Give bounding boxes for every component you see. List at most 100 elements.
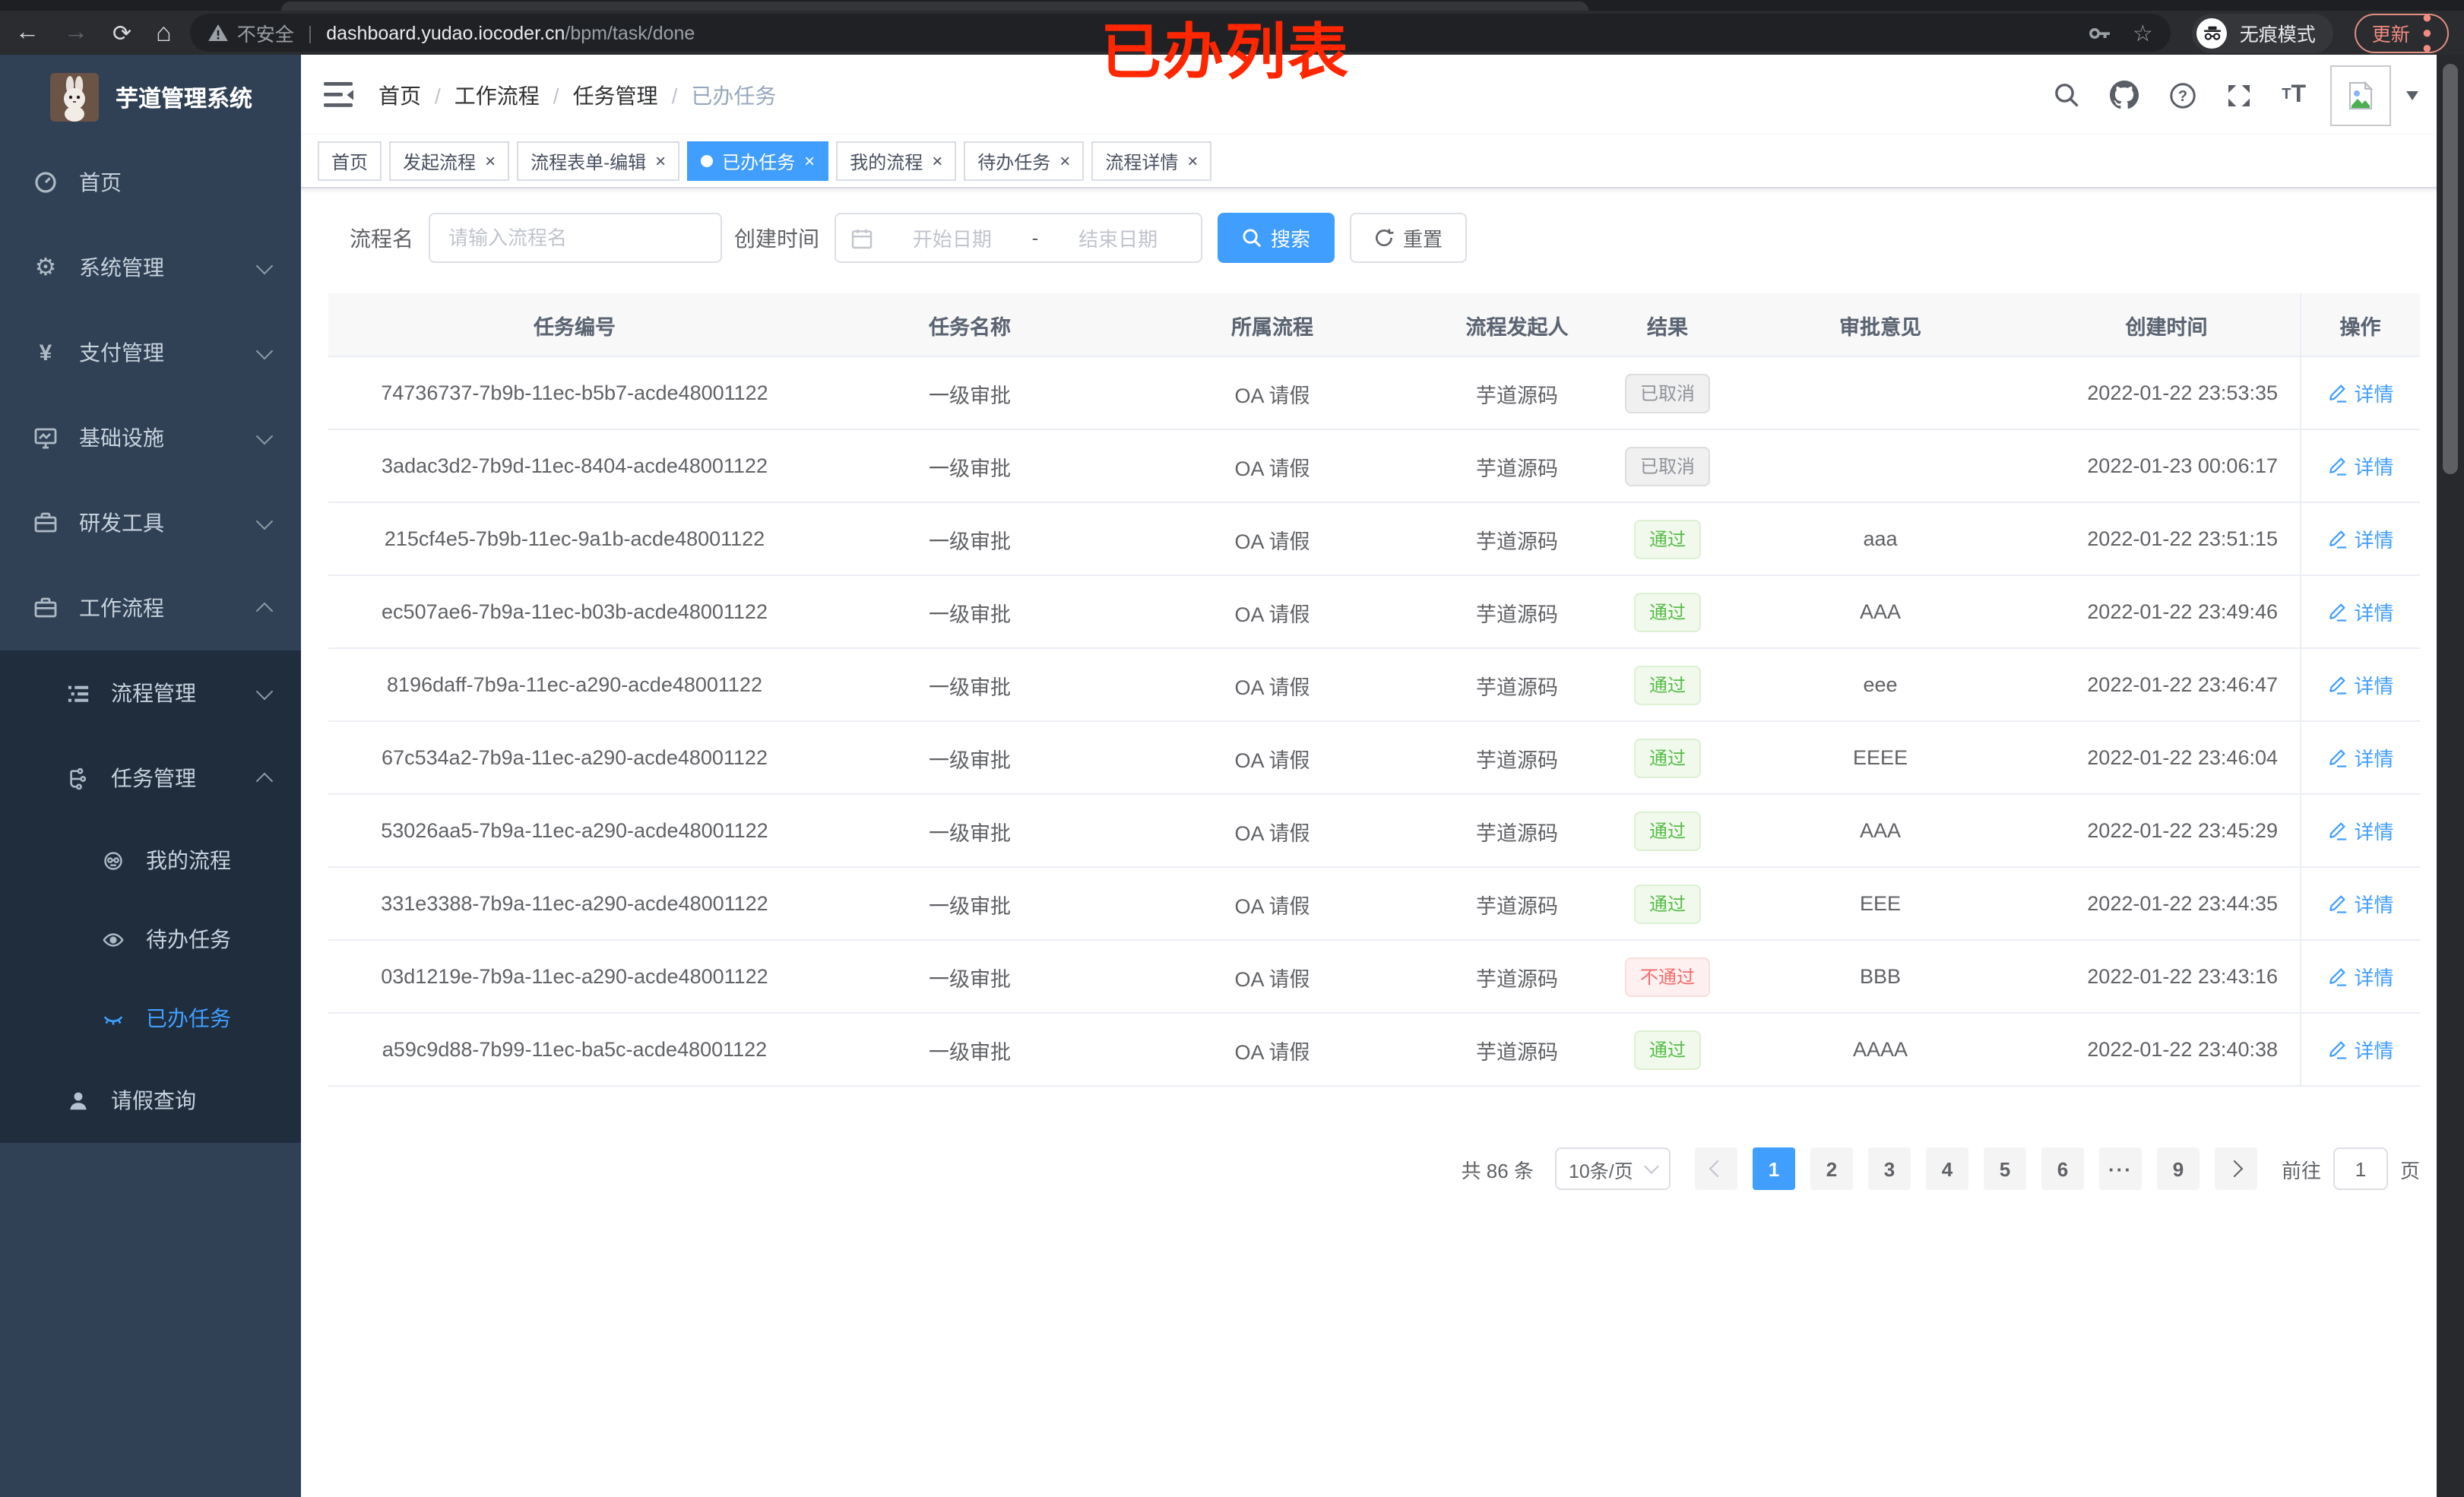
help-icon[interactable]: ? [2169,81,2196,109]
prev-page-button[interactable] [1694,1147,1737,1190]
breadcrumb-item[interactable]: 任务管理 [572,83,658,107]
page-ellipsis[interactable]: ··· [2098,1147,2142,1190]
page-button-3[interactable]: 3 [1867,1147,1911,1190]
avatar-caret-icon[interactable] [2406,90,2418,100]
page-button-4[interactable]: 4 [1925,1147,1968,1190]
column-header: 创建时间 [2034,293,2300,357]
detail-link[interactable]: 详情 [2326,451,2394,480]
detail-link[interactable]: 详情 [2326,962,2394,991]
reset-button-label: 重置 [1403,228,1443,251]
breadcrumb: 首页 / 工作流程 / 任务管理 / 已办任务 [378,80,776,110]
fullscreen-icon[interactable] [2227,83,2251,107]
edit-pencil-icon [2329,968,2346,986]
url-bar[interactable]: 不安全 | dashboard.yudao.iocoder.cn/bpm/tas… [189,14,2171,52]
avatar[interactable] [2330,65,2391,125]
detail-link[interactable]: 详情 [2326,524,2394,553]
tab-close-icon[interactable]: × [655,150,667,172]
page-button-5[interactable]: 5 [1983,1147,2026,1190]
breadcrumb-item[interactable]: 工作流程 [454,83,540,107]
comment-cell [1727,429,2034,503]
search-icon[interactable] [2054,82,2079,108]
tab-我的流程[interactable]: 我的流程 × [836,141,957,181]
reload-icon[interactable]: ⟳ [112,21,132,46]
tab-首页[interactable]: 首页 [318,141,382,181]
browser-active-tab[interactable] [281,2,1588,11]
forward-icon[interactable]: → [64,19,88,45]
tab-流程详情[interactable]: 流程详情 × [1091,141,1212,181]
action-cell: 详情 [2299,940,2420,1014]
tab-待办任务[interactable]: 待办任务 × [964,141,1085,181]
page-button-1[interactable]: 1 [1752,1147,1795,1190]
page-button-9[interactable]: 9 [2156,1147,2200,1190]
detail-link[interactable]: 详情 [2326,670,2394,699]
update-button[interactable]: 更新 ● ● ● [2355,8,2449,57]
process-cell: OA 请假 [1119,940,1426,1014]
detail-link[interactable]: 详情 [2326,1035,2394,1064]
scrollbar-thumb[interactable] [2443,64,2458,474]
page-button-6[interactable]: 6 [2041,1147,2084,1190]
next-page-button[interactable] [2214,1147,2257,1190]
result-badge: 通过 [1633,665,1701,704]
chevron-down-icon [255,682,274,700]
sidebar-item-label: 任务管理 [111,766,196,790]
date-range-input[interactable]: 开始日期 - 结束日期 [835,213,1202,263]
edit-pencil-icon [2329,1041,2346,1059]
tab-close-icon[interactable]: × [932,150,943,172]
search-button[interactable]: 搜索 [1218,213,1335,263]
result-badge: 已取消 [1624,373,1710,413]
done-task-table: 任务编号 任务名称 所属流程 流程发起人 结果 审批意见 创建时间 操作 74736737-7… [328,293,2420,1087]
page-size-select[interactable]: 10条/页 [1554,1147,1671,1190]
tab-已办任务[interactable]: 已办任务 × [687,141,829,181]
sidebar-item-infra[interactable]: 基础设施 [0,395,301,480]
tab-close-icon[interactable]: × [804,150,816,172]
detail-link[interactable]: 详情 [2326,743,2394,772]
reset-button[interactable]: 重置 [1350,213,1468,263]
back-icon[interactable]: ← [15,19,40,45]
table-row: 8196daff-7b9a-11ec-a290-acde48001122 一级审批… [328,648,2420,722]
goto-page-input[interactable] [2333,1147,2388,1190]
sidebar-item-system[interactable]: ⚙ 系统管理 [0,225,301,310]
browser-menu-icon[interactable]: ● ● ● [2421,8,2432,57]
tab-流程表单-编辑[interactable]: 流程表单-编辑 × [517,141,680,181]
sidebar-item-payment[interactable]: ¥ 支付管理 [0,310,301,395]
sidebar-item-leave-query[interactable]: 请假查询 [0,1058,301,1143]
sidebar-item-devtools[interactable]: 研发工具 [0,480,301,565]
github-icon[interactable] [2110,81,2139,109]
home-icon[interactable]: ⌂ [156,17,172,46]
sidebar-item-label: 首页 [79,170,122,195]
tab-close-icon[interactable]: × [1059,150,1071,172]
created-cell: 2022-01-22 23:44:35 [2034,867,2300,941]
eye-closed-icon [97,1007,128,1030]
result-cell: 已取消 [1608,356,1727,430]
detail-link[interactable]: 详情 [2326,597,2394,626]
sidebar-collapse-icon[interactable] [324,82,354,108]
result-cell: 通过 [1608,575,1727,649]
tab-发起流程[interactable]: 发起流程 × [389,141,510,181]
process-name-input[interactable] [429,213,722,263]
chevron-down-icon [255,256,274,274]
sidebar-item-workflow[interactable]: 工作流程 [0,565,301,650]
sidebar-item-done-tasks[interactable]: 已办任务 [0,979,301,1058]
key-icon[interactable] [2087,21,2111,45]
page-button-2[interactable]: 2 [1810,1147,1853,1190]
browser-toolbar: ← → ⟳ ⌂ 不安全 | dashboard.yudao.iocoder.cn… [0,0,2464,57]
action-cell: 详情 [2299,1013,2420,1087]
tab-close-icon[interactable]: × [1187,150,1199,172]
sidebar-item-my-process[interactable]: 我的流程 [0,821,301,900]
sidebar-item-task-mgmt[interactable]: 任务管理 [0,736,301,821]
process-cell: OA 请假 [1119,429,1426,503]
bookmark-star-icon[interactable]: ☆ [2132,21,2153,46]
tab-close-icon[interactable]: × [485,150,496,172]
tab-label: 待办任务 [977,151,1051,172]
sidebar-item-home[interactable]: 首页 [0,140,301,225]
refresh-icon [1376,229,1394,247]
detail-link[interactable]: 详情 [2326,889,2394,918]
sidebar-item-process-mgmt[interactable]: 流程管理 [0,650,301,736]
breadcrumb-item[interactable]: 首页 [378,83,421,107]
sidebar-item-todo-tasks[interactable]: 待办任务 [0,900,301,979]
task-name-cell: 一级审批 [821,648,1119,722]
page-scrollbar[interactable] [2437,55,2464,1497]
detail-link[interactable]: 详情 [2326,378,2394,407]
detail-link[interactable]: 详情 [2326,816,2394,845]
